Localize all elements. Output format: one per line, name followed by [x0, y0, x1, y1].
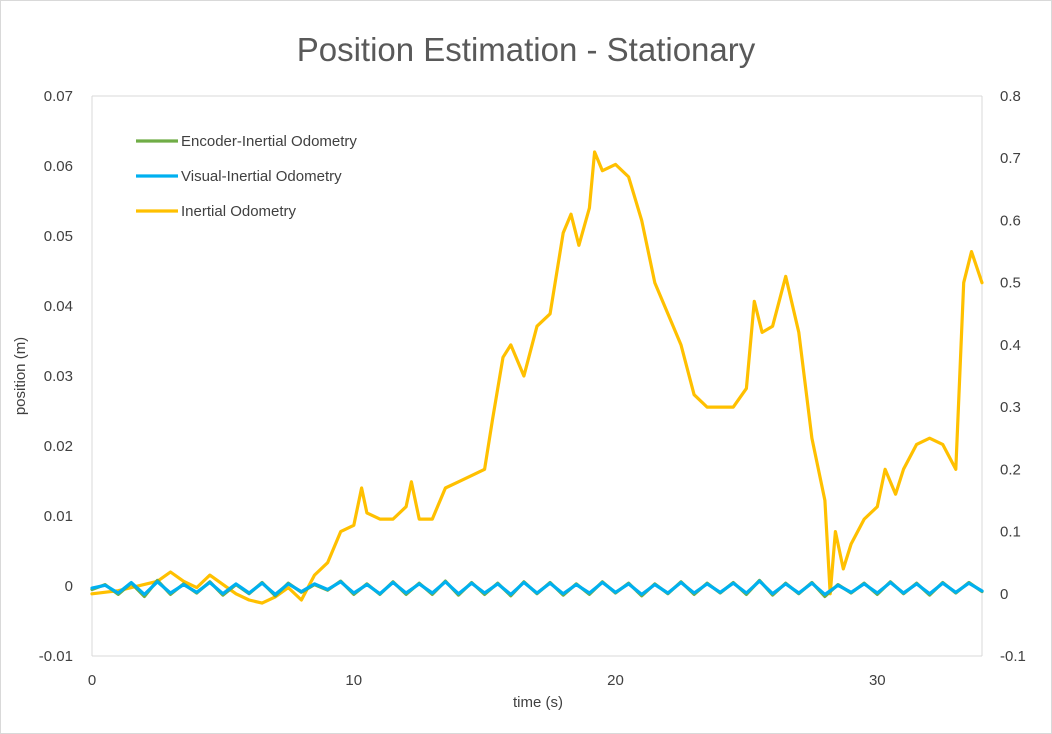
legend-label-2: Inertial Odometry	[181, 203, 297, 220]
x-axis-label: time (s)	[513, 694, 563, 711]
y2-tick-label: 0.3	[1000, 399, 1021, 416]
y2-tick-label: 0.6	[1000, 212, 1021, 229]
y-tick-label: 0.01	[44, 508, 73, 525]
y2-tick-label: 0.7	[1000, 150, 1021, 167]
series-group	[90, 150, 984, 605]
x-tick-label: 0	[88, 672, 96, 689]
y2-tick-label: 0.2	[1000, 461, 1021, 478]
legend-label-0: Encoder-Inertial Odometry	[181, 133, 357, 150]
y-tick-label: 0.07	[44, 88, 73, 105]
y2-tick-label: 0.5	[1000, 275, 1021, 292]
y-tick-label: 0.05	[44, 228, 73, 245]
y2-tick-label: 0	[1000, 586, 1008, 603]
legend-label-1: Visual-Inertial Odometry	[181, 168, 342, 185]
y-tick-label: 0	[65, 578, 73, 595]
y2-tick-label: 0.8	[1000, 88, 1021, 105]
y2-tick-label: -0.1	[1000, 648, 1026, 665]
series-line-1	[90, 579, 984, 597]
y2-tick-label: 0.1	[1000, 524, 1021, 541]
chart-title: Position Estimation - Stationary	[297, 31, 756, 68]
x-tick-label: 10	[345, 672, 362, 689]
y-tick-label: 0.03	[44, 368, 73, 385]
x-axis: 0 10 20 30	[88, 672, 886, 689]
y-tick-label: 0.06	[44, 158, 73, 175]
y-axis-label: position (m)	[12, 337, 29, 415]
series-line-2	[90, 150, 984, 605]
y-tick-label: 0.04	[44, 298, 73, 315]
y2-tick-label: 0.4	[1000, 337, 1021, 354]
x-tick-label: 30	[869, 672, 886, 689]
y-tick-label: -0.01	[39, 648, 73, 665]
y-tick-label: 0.02	[44, 438, 73, 455]
y-axis-right: -0.1 0 0.1 0.2 0.3 0.4 0.5 0.6 0.7 0.8	[1000, 88, 1026, 665]
legend: Encoder-Inertial Odometry Visual-Inertial…	[136, 133, 357, 220]
x-tick-label: 20	[607, 672, 624, 689]
y-axis-left: -0.01 0 0.01 0.02 0.03 0.04 0.05 0.06 0.07	[39, 88, 73, 665]
